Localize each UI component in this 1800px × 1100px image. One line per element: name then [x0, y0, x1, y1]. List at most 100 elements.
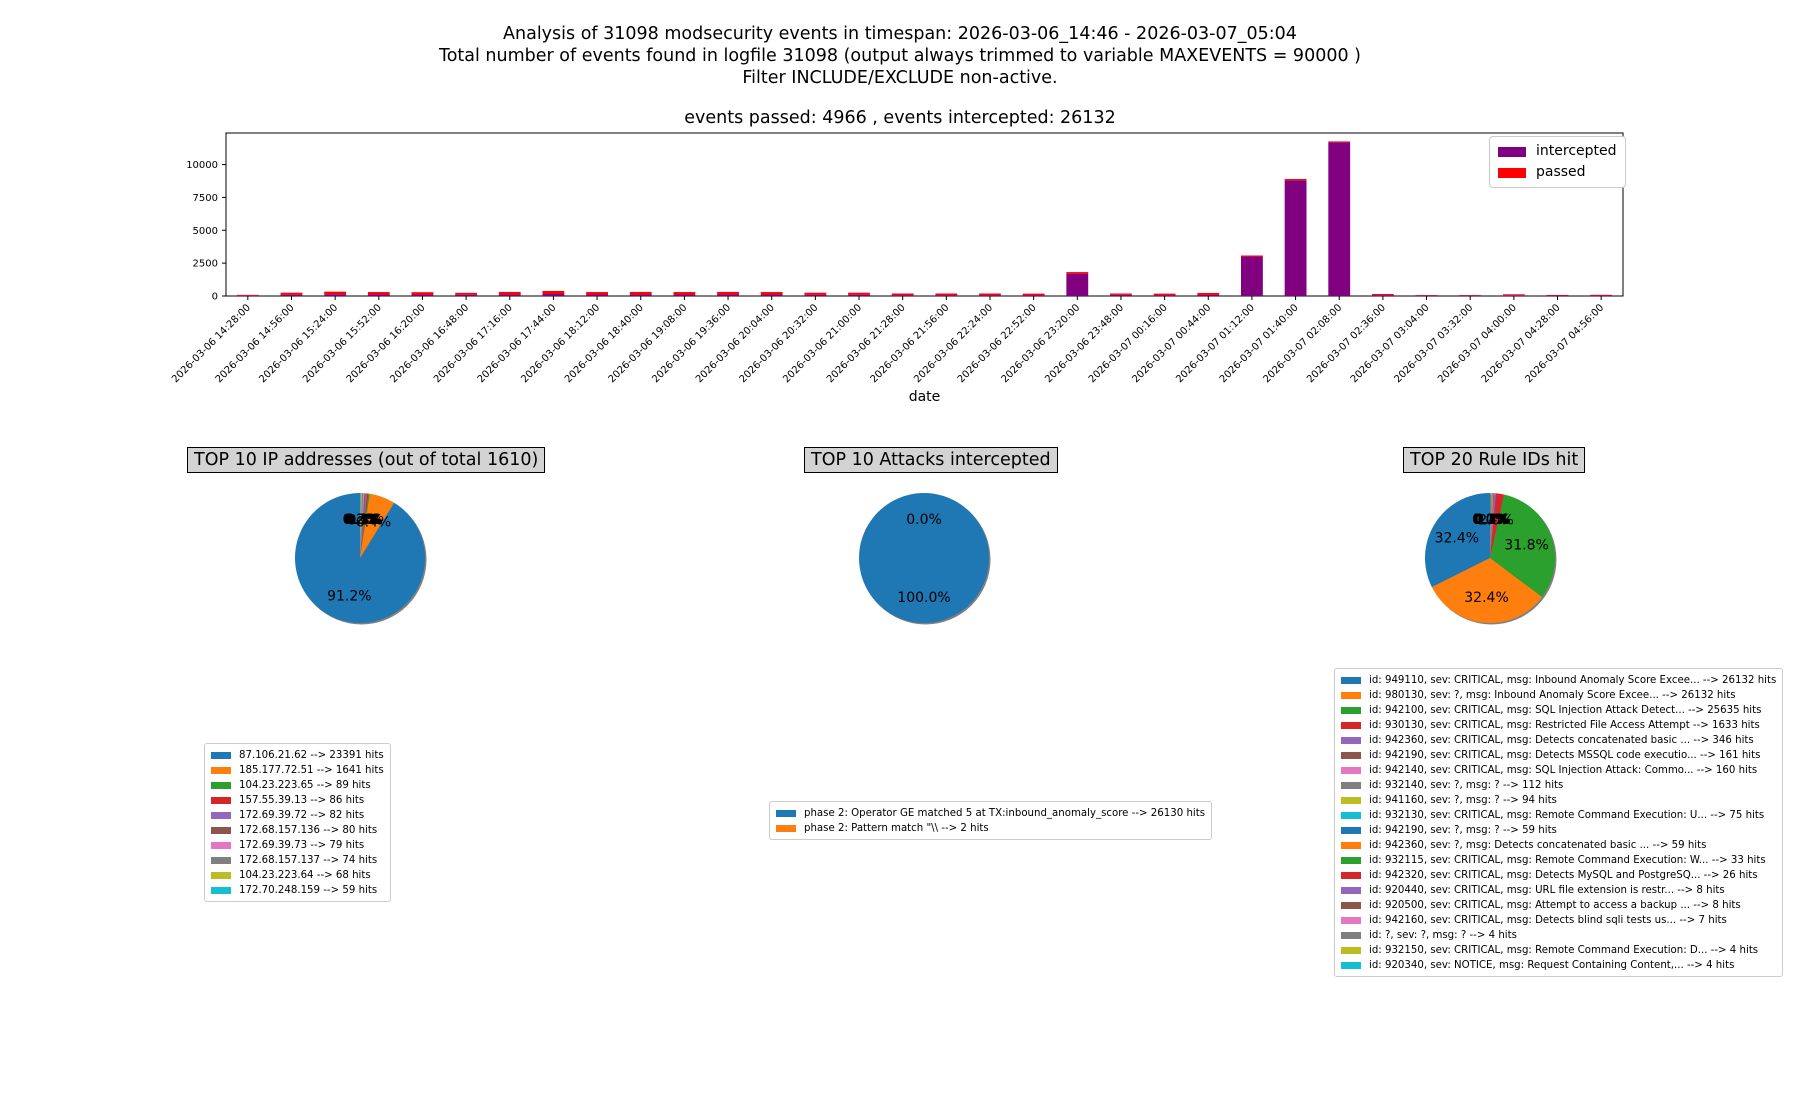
x-tick-label-7: 2026-03-06 17:44:00: [476, 302, 559, 385]
rules-pie-slice-2: [1490, 494, 1556, 597]
bar-passed-21: [1153, 293, 1176, 296]
legend-entry-intercepted: intercepted: [1498, 141, 1617, 162]
rules-pie-pct-2: 31.8%: [1504, 537, 1548, 553]
rules-legend-entry: id: 942190, sev: ?, msg: ? --> 59 hits: [1341, 823, 1776, 838]
ip-legend-entry: 87.106.21.62 --> 23391 hits: [211, 748, 384, 763]
bar-intercepted-28: [1459, 295, 1482, 296]
rules-legend-entry: id: 932130, sev: CRITICAL, msg: Remote C…: [1341, 808, 1776, 823]
x-tick-label-22: 2026-03-07 00:44:00: [1131, 302, 1214, 385]
rules-legend-entry: id: 942360, sev: CRITICAL, msg: Detects …: [1341, 733, 1776, 748]
x-tick-label-0: 2026-03-06 14:28:00: [170, 302, 253, 385]
rules-pie-slice-11: [1490, 493, 1491, 558]
rules-pie-slice-1: [1431, 558, 1543, 623]
bar-passed-1: [280, 292, 303, 295]
bar-passed-12: [760, 292, 783, 295]
ip-legend-label: 104.23.223.65 --> 89 hits: [239, 780, 371, 791]
x-tick-label-24: 2026-03-07 01:40:00: [1218, 302, 1301, 385]
bar-intercepted-17: [979, 295, 1001, 296]
ip-legend-swatch: [211, 812, 231, 819]
bar-passed-23: [1241, 255, 1263, 257]
rules-legend-swatch: [1341, 842, 1361, 849]
x-tick-label-12: 2026-03-06 20:04:00: [694, 302, 777, 385]
rules-pie-pct-7: 0.1%: [1474, 512, 1510, 528]
rules-pie-legend: id: 949110, sev: CRITICAL, msg: Inbound …: [1334, 668, 1784, 977]
rules-pie-slice-4: [1490, 493, 1496, 558]
bar-intercepted-13: [804, 294, 827, 296]
ip-legend-entry: 157.55.39.13 --> 86 hits: [211, 793, 384, 808]
ip-legend-entry: 104.23.223.64 --> 68 hits: [211, 868, 384, 883]
rules-pie-pct-3: 2.0%: [1478, 512, 1514, 528]
x-tick-label-23: 2026-03-07 01:12:00: [1174, 302, 1257, 385]
bar-intercepted-10: [673, 294, 696, 296]
ip-legend-swatch: [211, 827, 231, 834]
x-tick-label-5: 2026-03-06 16:48:00: [388, 302, 471, 385]
rules-pie-pct-19: 0.0%: [1472, 512, 1508, 528]
rules-legend-label: id: 920440, sev: CRITICAL, msg: URL file…: [1369, 885, 1725, 896]
ip-legend-swatch: [211, 752, 231, 759]
bar-chart-frame: [225, 132, 1624, 297]
ip-pie-slice-6: [360, 493, 365, 558]
rules-legend-label: id: 930130, sev: CRITICAL, msg: Restrict…: [1369, 720, 1760, 731]
x-tick-label-13: 2026-03-06 20:32:00: [738, 302, 821, 385]
rules-pie-pct-8: 0.1%: [1473, 512, 1509, 528]
bar-passed-15: [891, 293, 914, 296]
bar-passed-14: [848, 292, 870, 295]
rules-pie-pct-11: 0.1%: [1473, 512, 1509, 528]
y-tick-label-3: 7500: [193, 193, 218, 204]
bar-passed-31: [1590, 294, 1613, 296]
rules-pie-pct-0: 32.4%: [1435, 531, 1479, 547]
legend-entry-passed: passed: [1498, 162, 1617, 183]
attacks-legend-entry: phase 2: Pattern match "\\ --> 2 hits: [776, 821, 1205, 836]
ip-legend-swatch: [211, 857, 231, 864]
bar-passed-2: [324, 291, 347, 295]
attacks-pie-slice-0: [859, 493, 990, 623]
x-tick-label-6: 2026-03-06 17:16:00: [432, 302, 515, 385]
bar-passed-11: [717, 291, 739, 295]
bar-intercepted-11: [717, 294, 739, 296]
bar-intercepted-18: [1022, 295, 1045, 296]
ip-legend-entry: 172.68.157.136 --> 80 hits: [211, 823, 384, 838]
bar-intercepted-27: [1415, 295, 1438, 296]
rules-legend-entry: id: 942100, sev: CRITICAL, msg: SQL Inje…: [1341, 703, 1776, 718]
bar-passed-29: [1502, 294, 1525, 296]
bar-intercepted-21: [1153, 295, 1176, 296]
x-tick-label-31: 2026-03-07 04:56:00: [1523, 302, 1606, 385]
rules-legend-label: id: 980130, sev: ?, msg: Inbound Anomaly…: [1369, 690, 1736, 701]
ip-legend-entry: 185.177.72.51 --> 1641 hits: [211, 763, 384, 778]
header-line-1: Analysis of 31098 modsecurity events in …: [503, 24, 1297, 44]
x-tick-label-2: 2026-03-06 15:24:00: [257, 302, 340, 385]
rules-legend-label: id: 932150, sev: CRITICAL, msg: Remote C…: [1369, 945, 1759, 956]
bar-intercepted-14: [848, 294, 870, 296]
attacks-legend-label: phase 2: Operator GE matched 5 at TX:inb…: [804, 808, 1206, 819]
bar-passed-20: [1110, 293, 1132, 295]
rules-pie-pct-16: 0.0%: [1472, 512, 1508, 528]
ip-pie-slice-7: [360, 493, 364, 558]
rules-legend-label: id: 942140, sev: CRITICAL, msg: SQL Inje…: [1369, 765, 1758, 776]
y-tick-label-2: 5000: [193, 226, 218, 237]
ip-pie-pct-9: 0.2%: [342, 512, 378, 528]
x-tick-label-26: 2026-03-07 02:36:00: [1305, 302, 1388, 385]
rules-legend-label: id: 920500, sev: CRITICAL, msg: Attempt …: [1369, 900, 1741, 911]
ip-pie-slice-5: [360, 493, 366, 558]
header-line-3: Filter INCLUDE/EXCLUDE non-active.: [742, 68, 1058, 88]
bar-intercepted-20: [1110, 294, 1132, 296]
rules-legend-entry: id: 980130, sev: ?, msg: Inbound Anomaly…: [1341, 688, 1776, 703]
ip-legend-swatch: [211, 872, 231, 879]
x-tick-label-15: 2026-03-06 21:28:00: [825, 302, 908, 385]
bar-intercepted-1: [280, 294, 303, 296]
x-tick-label-28: 2026-03-07 03:32:00: [1392, 302, 1475, 385]
attacks-pie-pct-1: 0.0%: [906, 512, 942, 528]
bar-intercepted-31: [1590, 295, 1613, 296]
x-axis-label: date: [909, 389, 941, 405]
x-tick-label-30: 2026-03-07 04:28:00: [1480, 302, 1563, 385]
rules-pie-pct-12: 0.0%: [1472, 512, 1508, 528]
rules-legend-swatch: [1341, 902, 1361, 909]
rules-pie-slice-9: [1490, 493, 1492, 558]
rules-legend-swatch: [1341, 887, 1361, 894]
bar-passed-13: [804, 292, 827, 295]
bar-passed-18: [1022, 293, 1045, 296]
rules-legend-label: id: 942360, sev: ?, msg: Detects concate…: [1369, 840, 1707, 851]
bar-intercepted-4: [411, 294, 434, 296]
x-tick-label-4: 2026-03-06 16:20:00: [345, 302, 428, 385]
